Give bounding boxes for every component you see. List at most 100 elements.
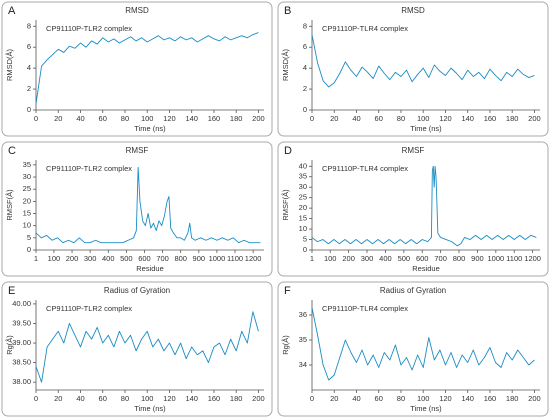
data-line	[35, 166, 261, 244]
y-axis-label: RMSD(Å)	[5, 48, 14, 81]
x-tick-label: 200	[528, 394, 541, 403]
y-tick-label: 6	[27, 42, 31, 51]
x-axis-label: Time (ns)	[410, 404, 442, 413]
x-tick-label: 40	[352, 394, 360, 403]
panel-border	[1, 1, 273, 137]
x-tick-label: 700	[434, 254, 447, 263]
x-tick-label: 1	[34, 254, 38, 263]
x-tick-label: 0	[34, 394, 38, 403]
y-tick-label: 5	[303, 235, 307, 244]
y-tick-label: 2	[27, 84, 31, 93]
x-tick-label: 80	[121, 114, 129, 123]
x-tick-label: 1200	[524, 254, 541, 263]
x-tick-label: 120	[439, 394, 452, 403]
x-tick-label: 180	[230, 114, 243, 123]
panel-label: E	[8, 285, 15, 297]
y-axis-label: RMSF(Å)	[281, 189, 290, 221]
y-tick-label: 0	[303, 105, 307, 114]
data-line	[311, 165, 537, 247]
x-tick-label: 1100	[506, 254, 522, 263]
x-tick-label: 80	[121, 394, 129, 403]
data-line	[311, 34, 535, 88]
x-tick-label: 1	[310, 254, 314, 263]
panel-border	[277, 1, 549, 137]
x-tick-label: 500	[120, 254, 133, 263]
x-tick-label: 400	[102, 254, 115, 263]
x-tick-label: 1100	[227, 254, 243, 263]
x-tick-label: 400	[379, 254, 392, 263]
x-tick-label: 0	[310, 114, 314, 123]
x-tick-label: 60	[375, 394, 383, 403]
y-tick-label: 5	[27, 233, 31, 242]
x-tick-label: 100	[417, 114, 430, 123]
x-tick-label: 120	[439, 114, 452, 123]
x-tick-label: 20	[54, 114, 62, 123]
panel-border	[277, 281, 549, 417]
x-tick-label: 60	[99, 394, 107, 403]
panel-label: A	[8, 5, 16, 17]
panel-label: F	[284, 285, 291, 297]
x-tick-label: 180	[506, 394, 519, 403]
y-tick-label: 38.50	[12, 358, 31, 367]
y-tick-label: 6	[303, 42, 307, 51]
x-tick-label: 200	[66, 254, 79, 263]
y-tick-label: 8	[303, 21, 307, 30]
x-tick-label: 900	[471, 254, 484, 263]
x-tick-label: 200	[528, 114, 541, 123]
x-tick-label: 20	[330, 394, 338, 403]
x-tick-label: 700	[156, 254, 169, 263]
y-tick-label: 0	[27, 245, 31, 254]
x-axis-label: Residue	[412, 264, 440, 273]
x-tick-label: 140	[185, 114, 198, 123]
y-axis-label: RMSF(Å)	[5, 189, 14, 221]
data-line	[35, 311, 259, 383]
x-tick-label: 40	[352, 114, 360, 123]
x-tick-label: 500	[398, 254, 411, 263]
x-tick-label: 160	[208, 114, 221, 123]
x-axis-label: Time (ns)	[134, 124, 166, 133]
y-tick-label: 38.00	[12, 377, 31, 386]
y-tick-label: 40.00	[12, 299, 31, 308]
x-tick-label: 140	[185, 394, 198, 403]
y-tick-label: 39.50	[12, 318, 31, 327]
x-tick-label: 20	[330, 114, 338, 123]
y-axis-label: Rg(Å)	[5, 335, 14, 355]
x-tick-label: 200	[342, 254, 355, 263]
chart-title: RMSD	[125, 6, 149, 15]
panel-label: C	[8, 145, 16, 157]
x-tick-label: 1000	[487, 254, 504, 263]
data-line	[311, 307, 535, 381]
x-tick-label: 160	[484, 114, 497, 123]
x-tick-label: 800	[453, 254, 466, 263]
x-tick-label: 60	[99, 114, 107, 123]
x-tick-label: 600	[138, 254, 151, 263]
y-tick-label: 15	[299, 214, 307, 223]
x-axis-label: Residue	[136, 264, 164, 273]
x-tick-label: 100	[48, 254, 61, 263]
x-tick-label: 40	[76, 394, 84, 403]
x-tick-label: 1200	[245, 254, 262, 263]
y-tick-label: 8	[27, 21, 31, 30]
y-tick-label: 10	[299, 224, 307, 233]
y-tick-label: 2	[303, 84, 307, 93]
y-tick-label: 36	[299, 310, 307, 319]
x-tick-label: 800	[174, 254, 187, 263]
y-tick-label: 40	[299, 161, 307, 170]
x-tick-label: 60	[375, 114, 383, 123]
x-tick-label: 140	[461, 394, 474, 403]
y-tick-label: 35	[23, 160, 31, 169]
y-tick-label: 30	[23, 172, 31, 181]
y-tick-label: 20	[23, 196, 31, 205]
y-axis-label: Rg(Å)	[281, 335, 290, 355]
x-tick-label: 0	[310, 394, 314, 403]
x-tick-label: 180	[506, 114, 519, 123]
panel-border	[277, 141, 549, 277]
y-tick-label: 0	[303, 245, 307, 254]
chart-title: RMSF	[126, 146, 149, 155]
x-tick-label: 200	[252, 114, 265, 123]
x-tick-label: 80	[397, 394, 405, 403]
x-tick-label: 20	[54, 394, 62, 403]
legend-label: CP91110P-TLR2 complex	[46, 304, 132, 313]
chart-title: RMSF	[402, 146, 425, 155]
